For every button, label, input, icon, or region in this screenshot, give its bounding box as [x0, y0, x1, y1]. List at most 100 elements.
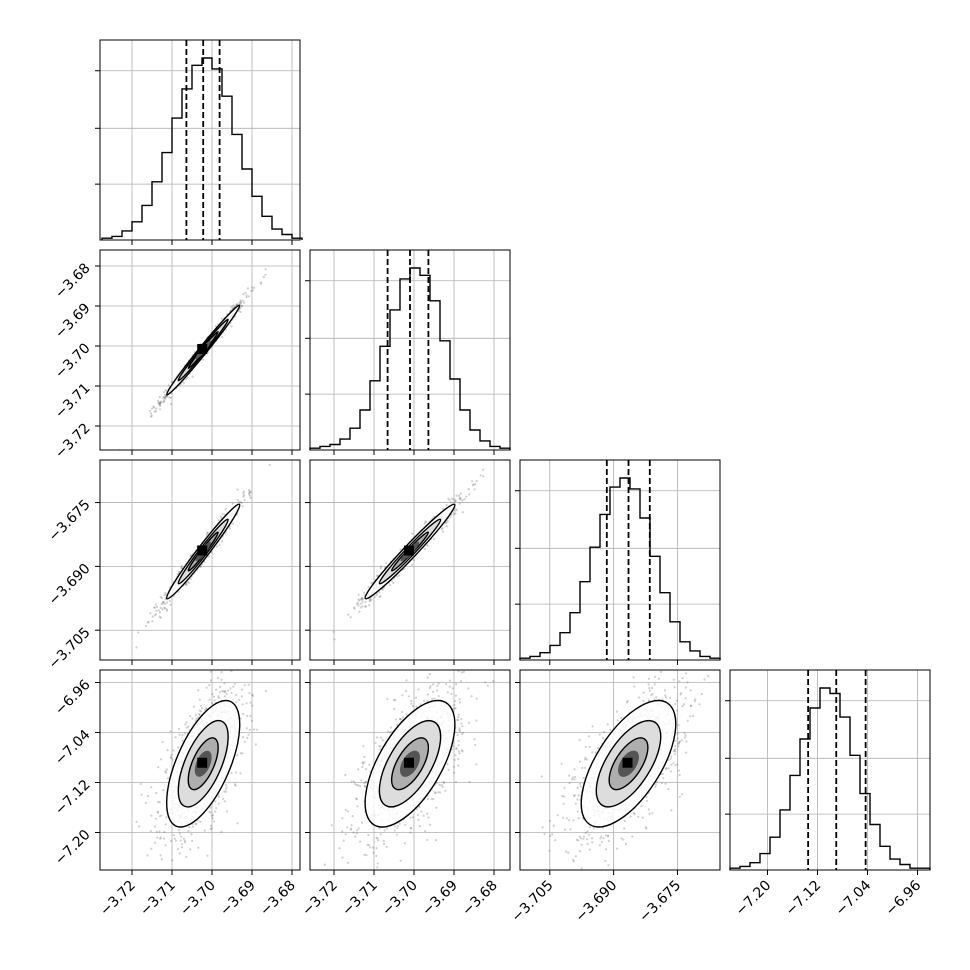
sample-point	[572, 819, 575, 822]
sample-point	[165, 593, 168, 596]
sample-point	[549, 834, 552, 838]
sample-point	[164, 396, 167, 399]
sample-point	[185, 855, 188, 859]
sample-point	[186, 376, 189, 379]
sample-point	[447, 768, 450, 771]
sample-point	[197, 689, 200, 692]
sample-point	[146, 871, 148, 873]
sample-point	[457, 670, 460, 673]
sample-point	[452, 498, 455, 501]
sample-point	[246, 287, 250, 290]
sample-point	[155, 609, 158, 612]
sample-point	[438, 791, 442, 794]
sample-point	[253, 286, 256, 289]
sample-point	[233, 682, 236, 686]
sample-point	[412, 559, 415, 562]
sample-point	[151, 615, 154, 618]
sample-point	[249, 496, 252, 500]
sample-point	[446, 763, 449, 766]
sample-point	[361, 765, 364, 769]
sample-point	[454, 499, 457, 502]
sample-point	[158, 800, 161, 804]
sample-point	[158, 403, 161, 406]
sample-point	[203, 829, 206, 832]
sample-point	[156, 836, 159, 839]
sample-point	[556, 814, 559, 817]
sample-point	[259, 281, 262, 284]
sample-point	[158, 615, 161, 618]
sample-point	[454, 694, 458, 697]
sample-point	[359, 602, 362, 605]
sample-point	[648, 687, 651, 690]
sample-point	[234, 783, 237, 786]
sample-point	[459, 498, 462, 501]
sample-point	[164, 771, 168, 774]
sample-point	[251, 693, 254, 696]
sample-point	[376, 574, 379, 577]
sample-point	[353, 606, 356, 609]
sample-point	[452, 765, 456, 769]
sample-point	[217, 519, 220, 522]
sample-point	[374, 741, 377, 745]
sample-point	[220, 678, 223, 681]
sample-point	[446, 691, 449, 694]
sample-point	[383, 829, 386, 832]
sample-point	[240, 688, 244, 691]
sample-point	[191, 717, 194, 720]
sample-point	[361, 601, 364, 604]
sample-point	[428, 686, 431, 690]
sample-point	[678, 773, 681, 777]
density-peak	[404, 757, 414, 768]
sample-point	[246, 714, 249, 718]
sample-point	[135, 820, 138, 824]
sample-point	[164, 770, 167, 773]
sample-point	[437, 791, 440, 794]
sample-point	[242, 490, 245, 493]
sample-point	[473, 738, 476, 741]
sample-point	[230, 670, 233, 673]
sample-point	[585, 838, 589, 841]
sample-point	[680, 793, 684, 796]
sample-point	[375, 592, 379, 596]
sample-point	[379, 736, 383, 739]
sample-point	[574, 775, 577, 779]
sample-point	[574, 802, 577, 805]
sample-point	[264, 268, 267, 271]
sample-point	[403, 567, 406, 570]
sample-point	[447, 497, 450, 500]
sample-point	[234, 771, 238, 774]
sample-point	[633, 685, 636, 688]
sample-point	[435, 782, 438, 785]
sample-point	[457, 750, 460, 753]
sample-point	[409, 827, 413, 830]
sample-point	[454, 512, 457, 515]
sample-point	[173, 837, 176, 840]
sample-point	[156, 810, 159, 813]
sample-point	[454, 731, 457, 734]
sample-point	[453, 501, 456, 504]
sample-point	[462, 670, 465, 673]
sample-point	[217, 677, 220, 680]
sample-point	[235, 303, 238, 306]
sample-point	[344, 808, 347, 811]
sample-point	[159, 402, 162, 405]
sample-point	[378, 744, 381, 748]
sample-point	[363, 761, 366, 764]
sample-point	[468, 493, 471, 496]
sample-point	[223, 695, 226, 698]
sample-point	[360, 598, 363, 601]
sample-point	[254, 743, 257, 746]
sample-point	[213, 699, 216, 702]
sample-point	[442, 780, 445, 784]
density-peak	[197, 545, 208, 556]
sample-point	[457, 757, 460, 761]
sample-point	[678, 740, 681, 743]
sample-point	[232, 304, 235, 307]
sample-point	[393, 698, 396, 702]
sample-point	[367, 585, 370, 588]
sample-point	[202, 358, 205, 361]
sample-point	[242, 495, 245, 498]
sample-point	[162, 397, 165, 400]
sample-point	[393, 707, 396, 711]
